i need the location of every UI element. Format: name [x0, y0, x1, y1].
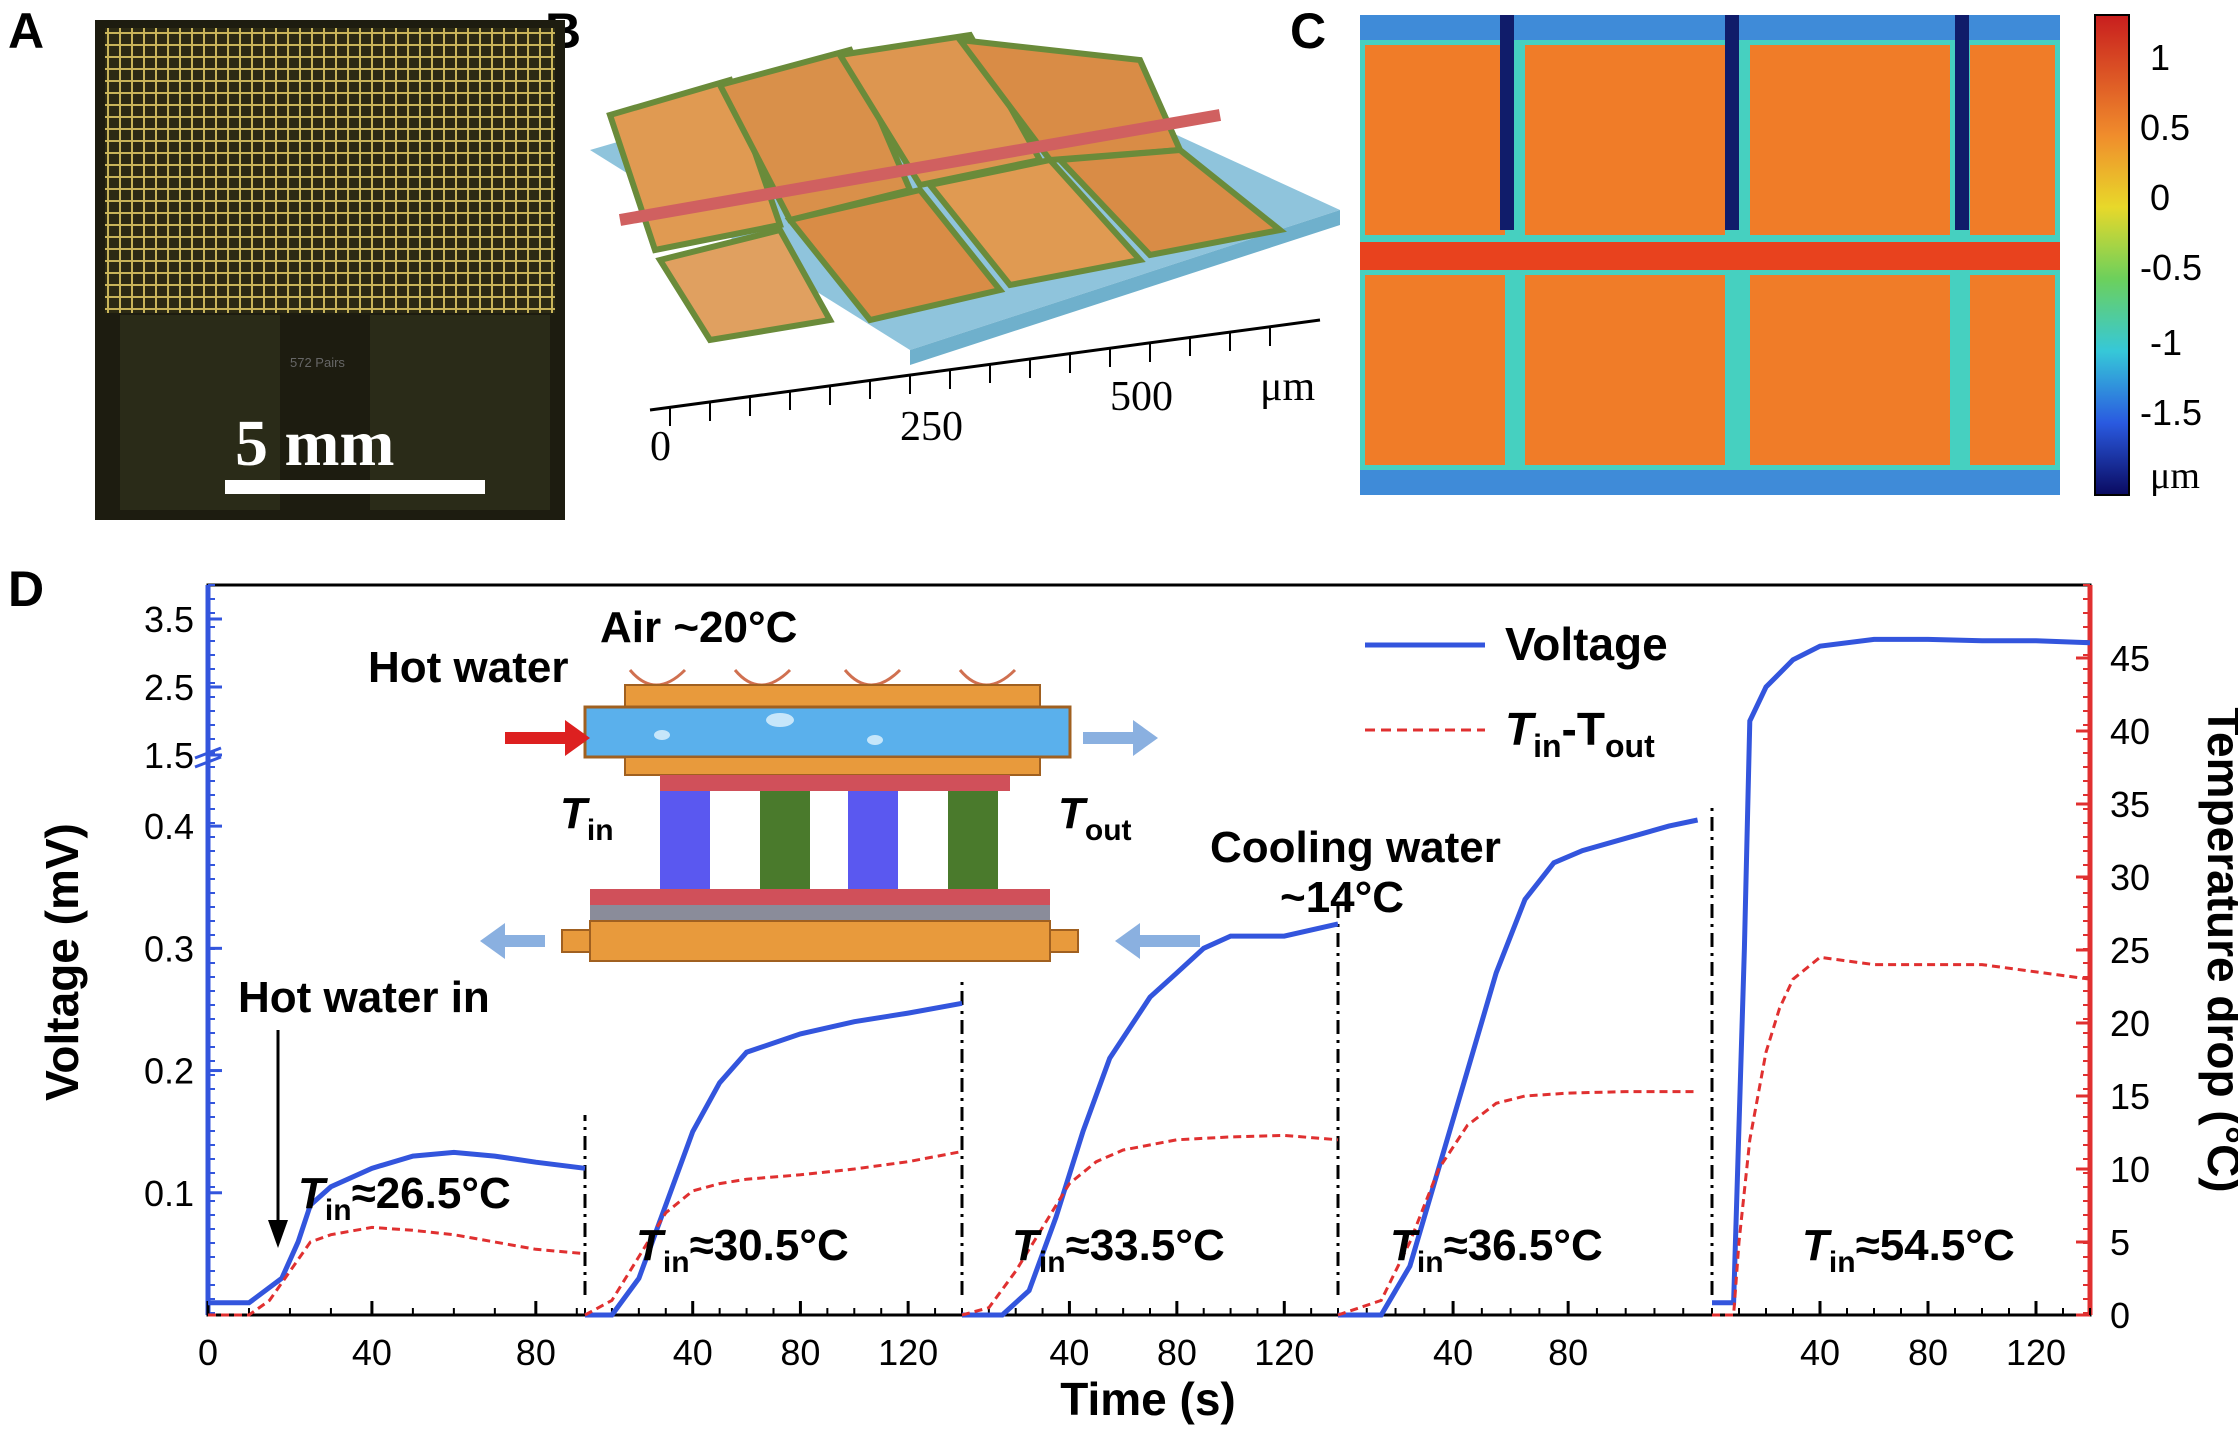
colorbar-tick-neg1-5: -1.5	[2140, 392, 2202, 433]
y-axis-title: Voltage (mV)	[36, 823, 88, 1101]
colorbar-tick-neg0-5: -0.5	[2140, 247, 2202, 288]
temp-drop-series	[1712, 955, 2091, 1317]
x-tick-label: 80	[516, 1332, 556, 1373]
temp-drop-series	[1337, 1090, 1698, 1317]
y-tick-label: 0.3	[144, 928, 194, 969]
segment-temp-label: Tin≈30.5°C	[636, 1221, 849, 1279]
y-tick-label: 0.2	[144, 1051, 194, 1092]
segment-temp-label: Tin≈33.5°C	[1012, 1221, 1225, 1279]
temp-drop-series	[208, 1225, 586, 1317]
y2-tick-label: 45	[2110, 638, 2150, 679]
voltage-series	[208, 1149, 586, 1306]
chip-photo: 572 Pairs 5 mm	[95, 20, 565, 520]
x-tick-label: 40	[1800, 1332, 1840, 1373]
y2-tick-label: 15	[2110, 1076, 2150, 1117]
ruler-tick-0: 0	[650, 424, 671, 470]
x-tick-label: 40	[1433, 1332, 1473, 1373]
x-tick-label: 120	[878, 1332, 938, 1373]
chip-pairs-label: 572 Pairs	[290, 355, 345, 370]
x-tick-label: 120	[2006, 1332, 2066, 1373]
panel-letter-d: D	[8, 561, 45, 617]
y2-tick-label: 5	[2110, 1222, 2130, 1263]
y-tick-label: 0.1	[144, 1173, 194, 1214]
voltage-series	[962, 921, 1339, 1318]
y2-tick-label: 30	[2110, 857, 2150, 898]
voltage-chart: 0.1 0.2 0.3 0.4 1.5 2.5 3.5 0 5 10 15 20 25 30 35 40 45…	[36, 583, 2238, 1425]
hot-water-outlet-arrow	[1083, 720, 1158, 756]
y2-tick-label: 35	[2110, 784, 2150, 825]
ruler-unit: μm	[1260, 364, 1316, 410]
y2-axis-ticks: 0 5 10 15 20 25 30 35 40 45	[2076, 584, 2150, 1336]
voltage-series	[1338, 817, 1699, 1318]
colorbar-tick-0: 0	[2150, 177, 2170, 218]
y2-tick-label: 40	[2110, 711, 2150, 752]
y-tick-label: 3.5	[144, 599, 194, 640]
cooling-water-inlet-arrow	[1115, 923, 1200, 959]
y2-axis-title: Temperature drop (°C)	[2198, 707, 2238, 1192]
legend-label-voltage: Voltage	[1505, 618, 1668, 670]
temp-drop-series	[961, 1133, 1339, 1317]
x-tick-label: 80	[780, 1332, 820, 1373]
segment-labels: Tin≈26.5°C Tin≈30.5°C Tin≈33.5°C Tin≈36.5°C…	[298, 1169, 2015, 1279]
inset-hot-water: Hot water	[368, 643, 568, 692]
inset-cooling-temp: ~14°C	[1280, 873, 1404, 922]
device-schematic: Hot water Air ~20°C Tin Tout Cooling wat…	[238, 603, 1501, 1248]
x-tick-label: 80	[1548, 1332, 1588, 1373]
inset-cooling-water: Cooling water	[1210, 823, 1501, 872]
y-tick-label: 1.5	[144, 735, 194, 776]
ruler-ticks	[669, 327, 1271, 426]
inset-t-out: Tout	[1058, 789, 1132, 847]
colorbar	[2094, 14, 2130, 496]
scale-bar	[225, 480, 485, 494]
colorbar-tick-neg1: -1	[2150, 322, 2182, 363]
height-map-graphic: 1 0.5 0 -0.5 -1 -1.5 μm	[1360, 14, 2202, 497]
voltage-series	[585, 1000, 963, 1318]
temp-drop-series	[584, 1150, 963, 1317]
panel-letter-a: A	[8, 3, 45, 59]
ruler-tick-250: 250	[900, 404, 963, 450]
hot-water-in-label: Hot water in	[238, 973, 490, 1022]
surface-3d-graphic: 0 250 500 μm	[590, 31, 1340, 470]
x-tick-label: 40	[673, 1332, 713, 1373]
axis-break-2	[194, 755, 222, 769]
y2-tick-label: 10	[2110, 1149, 2150, 1190]
x-tick-label: 40	[352, 1332, 392, 1373]
x-axis-ticks: 0 40 80 40 80 120 40 80 120 40 80 40 80 120	[198, 1301, 2091, 1373]
segment-dividers	[583, 805, 1714, 1295]
cooling-water-outlet-arrow	[480, 923, 545, 959]
ruler-tick-500: 500	[1110, 374, 1173, 420]
x-tick-label: 80	[1157, 1332, 1197, 1373]
inset-air: Air ~20°C	[600, 603, 797, 652]
colorbar-unit: μm	[2150, 455, 2200, 497]
y-tick-label: 2.5	[144, 667, 194, 708]
segment-temp-label: Tin≈54.5°C	[1802, 1221, 2015, 1279]
x-axis-title: Time (s)	[1060, 1373, 1236, 1425]
x-tick-label: 40	[1049, 1332, 1089, 1373]
y2-tick-label: 25	[2110, 930, 2150, 971]
legend-label-temp: Tin-Tout	[1505, 703, 1655, 764]
inset-t-in: Tin	[560, 789, 614, 847]
y2-tick-label: 20	[2110, 1003, 2150, 1044]
y2-tick-label: 0	[2110, 1295, 2130, 1336]
hot-water-inlet-arrow	[505, 720, 590, 756]
segment-temp-label: Tin≈26.5°C	[298, 1169, 511, 1227]
y-tick-label: 0.4	[144, 806, 194, 847]
legend: Voltage Tin-Tout	[1365, 618, 1668, 764]
x-tick-label: 120	[1254, 1332, 1314, 1373]
y-axis-ticks: 0.1 0.2 0.3 0.4 1.5 2.5 3.5	[144, 584, 222, 1314]
surface-3d-render: 0 250 500 μm	[580, 20, 1340, 500]
colorbar-tick-1: 1	[2150, 37, 2170, 78]
series-group	[208, 636, 2091, 1318]
hot-water-in-arrow-head	[268, 1220, 288, 1248]
chip-photo-graphic: 572 Pairs 5 mm	[95, 20, 565, 520]
x-tick-label: 80	[1908, 1332, 1948, 1373]
colorbar-tick-0-5: 0.5	[2140, 107, 2190, 148]
voltage-series	[1712, 636, 2091, 1306]
scale-bar-label: 5 mm	[235, 407, 394, 480]
x-tick-label: 0	[198, 1332, 218, 1373]
panel-letter-c: C	[1290, 3, 1327, 59]
segment-temp-label: Tin≈36.5°C	[1390, 1221, 1603, 1279]
height-map: 1 0.5 0 -0.5 -1 -1.5 μm	[1355, 10, 2235, 500]
